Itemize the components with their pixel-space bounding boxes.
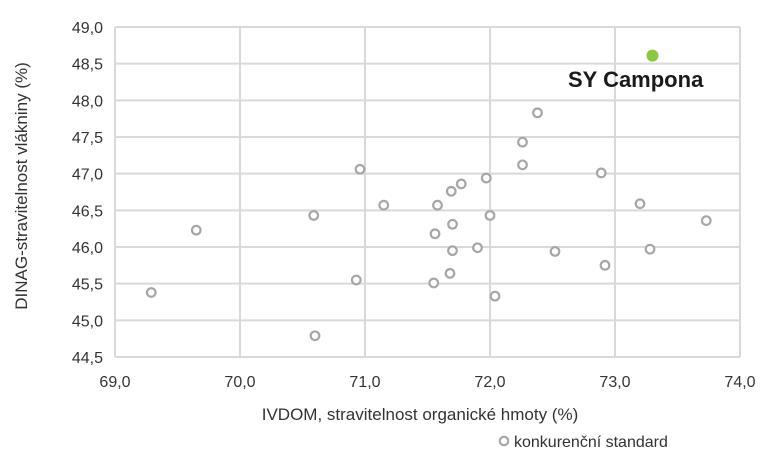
legend-label: konkurenční standard xyxy=(514,434,668,451)
data-point xyxy=(308,210,320,221)
data-point xyxy=(447,218,458,230)
y-tick-label: 48,0 xyxy=(72,93,103,110)
data-point xyxy=(432,199,443,211)
data-point xyxy=(455,178,467,190)
y-tick-label: 48,5 xyxy=(72,57,103,74)
x-axis-title: IVDOM, stravitelnost organické hmoty (%) xyxy=(262,405,578,424)
legend: konkurenční standard xyxy=(498,434,668,451)
highlight-series-points xyxy=(646,49,659,62)
legend-marker-icon xyxy=(498,435,510,447)
x-tick-label: 74,0 xyxy=(724,374,755,391)
data-point xyxy=(444,268,456,279)
data-point xyxy=(309,330,321,342)
data-point xyxy=(447,245,458,257)
y-axis-title: DINAG-stravitelnost vlákniny (%) xyxy=(12,62,31,310)
y-tick-label: 49,0 xyxy=(72,20,103,37)
sy-campona-point xyxy=(646,49,659,62)
x-tick-label: 70,0 xyxy=(224,374,255,391)
x-tick-label: 69,0 xyxy=(99,374,130,391)
data-point xyxy=(190,224,202,236)
gridlines xyxy=(114,26,741,358)
y-tick-label: 46,0 xyxy=(72,240,103,257)
y-tick-label: 45,5 xyxy=(72,277,103,294)
data-point xyxy=(517,159,528,171)
standard-series-points xyxy=(145,107,712,342)
data-point xyxy=(549,245,561,257)
data-point xyxy=(700,215,712,227)
y-tick-label: 46,5 xyxy=(72,203,103,220)
data-point xyxy=(378,199,390,211)
data-point xyxy=(644,243,656,255)
data-point xyxy=(634,198,646,210)
data-point xyxy=(350,274,362,286)
data-point xyxy=(489,290,501,302)
data-point xyxy=(480,172,492,184)
data-point xyxy=(595,167,607,179)
y-tick-label: 44,5 xyxy=(72,350,103,367)
sy-campona-label: SY Campona xyxy=(568,67,704,92)
data-point xyxy=(484,210,496,221)
data-point xyxy=(532,107,543,119)
x-tick-label: 73,0 xyxy=(599,374,630,391)
data-point xyxy=(354,163,366,175)
x-tick-label: 71,0 xyxy=(349,374,380,391)
y-tick-label: 47,0 xyxy=(72,167,103,184)
data-point xyxy=(517,136,528,148)
data-point xyxy=(472,242,483,254)
data-point xyxy=(599,259,611,271)
data-point xyxy=(429,228,441,240)
x-tick-label: 72,0 xyxy=(474,374,505,391)
data-point xyxy=(428,277,440,289)
y-axis-ticks: 44,5 45,0 45,5 46,0 46,5 47,0 47,5 48,0 48,5 49,0 xyxy=(72,20,103,367)
data-point xyxy=(145,287,157,298)
data-point xyxy=(445,185,457,197)
x-axis-ticks: 69,0 70,0 71,0 72,0 73,0 74,0 xyxy=(99,374,755,391)
axes xyxy=(114,27,740,358)
y-tick-label: 47,5 xyxy=(72,130,103,147)
y-tick-label: 45,0 xyxy=(72,313,103,330)
